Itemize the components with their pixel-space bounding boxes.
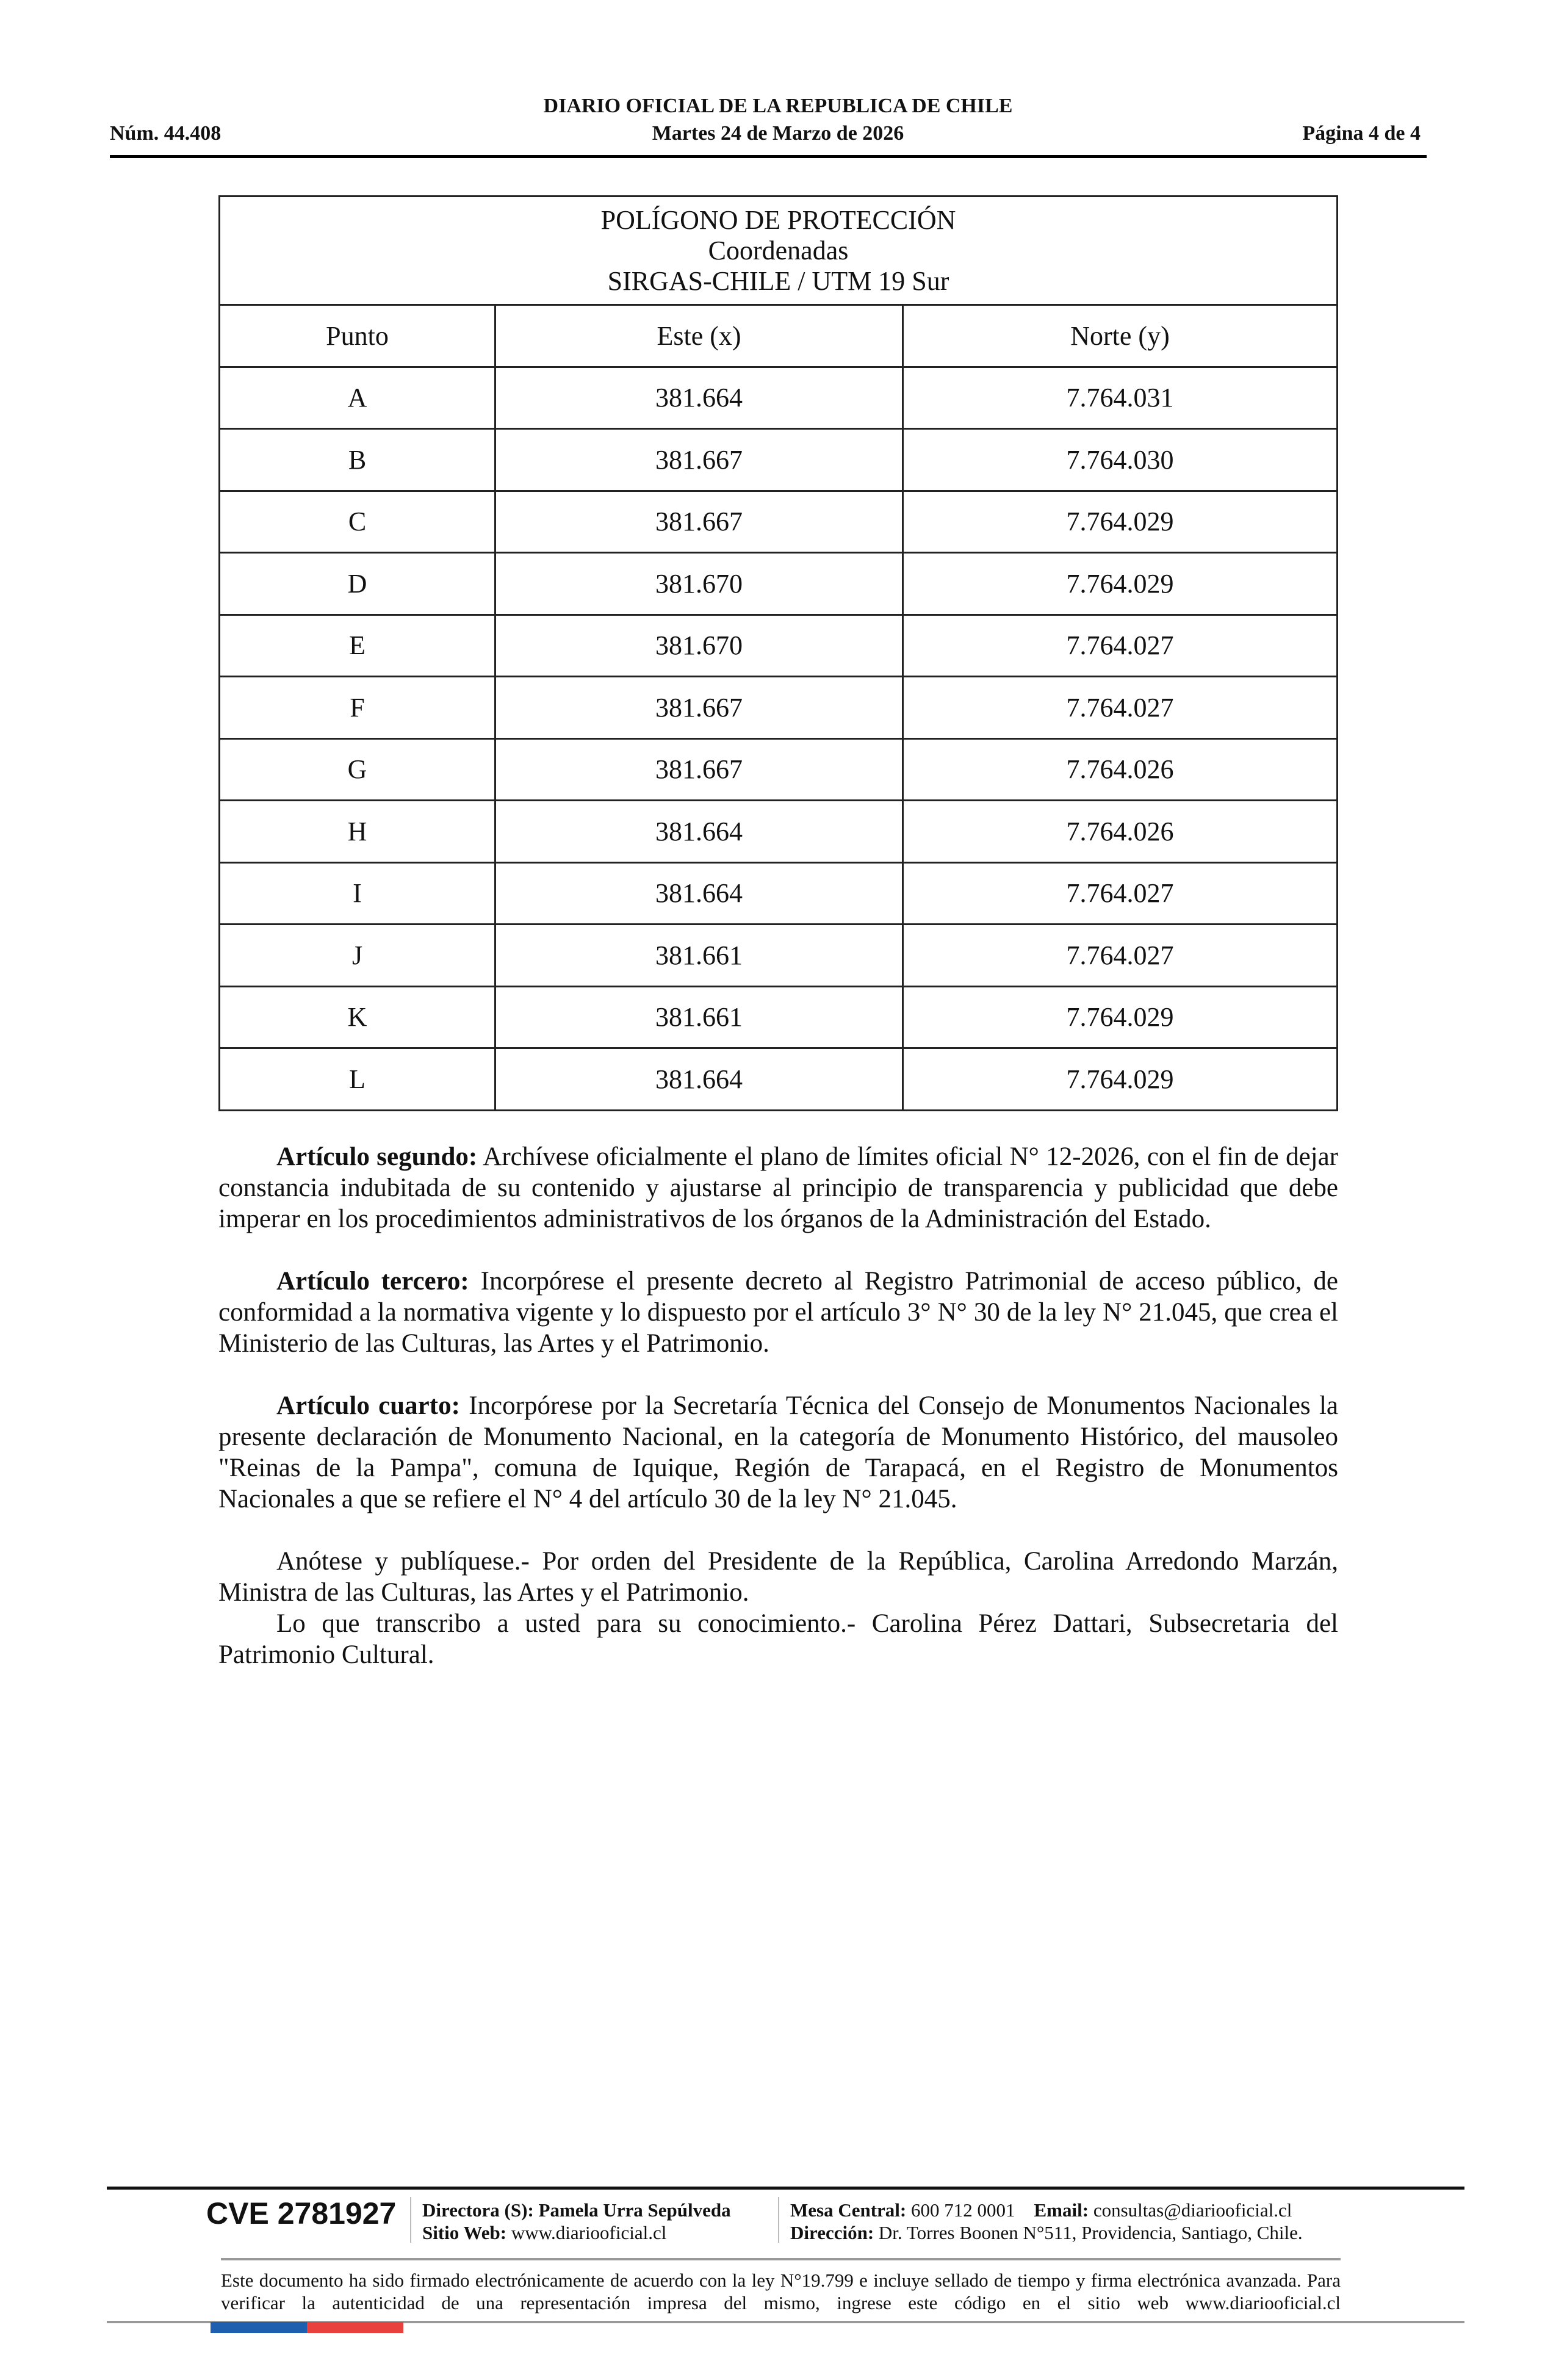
cve-code: CVE 2781927 [206, 2196, 397, 2230]
column-header: Norte (y) [902, 304, 1338, 368]
column-header: Punto [218, 304, 496, 368]
table-caption: POLÍGONO DE PROTECCIÓN Coordenadas SIRGA… [218, 195, 1338, 306]
east-cell: 381.670 [494, 613, 904, 677]
table-row: G 381.667 7.764.026 [218, 737, 1338, 801]
north-cell: 7.764.027 [902, 861, 1338, 925]
article-text: Incorpórese por la Secretaría Técnica de… [218, 1391, 1338, 1513]
point-cell: F [218, 676, 496, 740]
flag-stripe-red [307, 2322, 403, 2333]
caption-line: Coordenadas [708, 235, 849, 265]
email-label: Email: [1034, 2199, 1089, 2221]
footer-divider [221, 2258, 1341, 2260]
point-cell: G [218, 737, 496, 801]
coordinates-table: POLÍGONO DE PROTECCIÓN Coordenadas SIRGA… [218, 195, 1338, 1111]
point-cell: D [218, 552, 496, 616]
north-cell: 7.764.029 [902, 489, 1338, 554]
point-cell: J [218, 923, 496, 987]
north-cell: 7.764.026 [902, 799, 1338, 864]
east-cell: 381.667 [494, 737, 904, 801]
table-row: C 381.667 7.764.029 [218, 489, 1338, 554]
phone-label: Mesa Central: [790, 2199, 907, 2221]
north-cell: 7.764.027 [902, 613, 1338, 677]
east-cell: 381.667 [494, 428, 904, 492]
east-cell: 381.664 [494, 861, 904, 925]
page-number: Página 4 de 4 [1302, 122, 1421, 145]
east-cell: 381.667 [494, 676, 904, 740]
article-text: Incorpórese el presente decreto al Regis… [218, 1267, 1338, 1358]
phone-number: 600 712 0001 [911, 2199, 1015, 2221]
north-cell: 7.764.026 [902, 737, 1338, 801]
article-label: Artículo cuarto: [276, 1391, 460, 1420]
point-cell: E [218, 613, 496, 677]
north-cell: 7.764.030 [902, 428, 1338, 492]
article-label: Artículo tercero: [276, 1267, 469, 1296]
footer-separator [410, 2197, 411, 2243]
signature-disclaimer: Este documento ha sido firmado electróni… [221, 2270, 1341, 2313]
north-cell: 7.764.027 [902, 676, 1338, 740]
point-cell: H [218, 799, 496, 864]
document-body: Artículo segundo: Archívese oficialmente… [218, 1141, 1338, 1670]
table-row: J 381.661 7.764.027 [218, 923, 1338, 987]
north-cell: 7.764.029 [902, 552, 1338, 616]
point-cell: L [218, 1047, 496, 1111]
email-link[interactable]: consultas@diariooficial.cl [1093, 2199, 1292, 2221]
caption-line: SIRGAS-CHILE / UTM 19 Sur [607, 265, 949, 296]
address-label: Dirección: [790, 2222, 874, 2243]
east-cell: 381.670 [494, 552, 904, 616]
table-row: E 381.670 7.764.027 [218, 613, 1338, 677]
newspaper-title: DIARIO OFICIAL DE LA REPUBLICA DE CHILE [543, 95, 1013, 117]
point-cell: I [218, 861, 496, 925]
table-row: I 381.664 7.764.027 [218, 861, 1338, 925]
director-name: Pamela Urra Sepúlveda [538, 2199, 731, 2221]
east-cell: 381.661 [494, 923, 904, 987]
paragraph-transcribo: Lo que transcribo a usted para su conoci… [218, 1609, 1338, 1669]
table-row: A 381.664 7.764.031 [218, 366, 1338, 430]
director-label: Directora (S): [422, 2199, 534, 2221]
east-cell: 381.664 [494, 366, 904, 430]
north-cell: 7.764.029 [902, 985, 1338, 1049]
article-text: Archívese oficialmente el plano de límit… [218, 1142, 1339, 1233]
flag-stripe-blue [211, 2322, 307, 2333]
point-cell: B [218, 428, 496, 492]
east-cell: 381.664 [494, 799, 904, 864]
point-cell: C [218, 489, 496, 554]
table-row: D 381.670 7.764.029 [218, 552, 1338, 616]
footer-contact-2: Mesa Central: 600 712 0001 Email: consul… [790, 2199, 1303, 2244]
table-row: K 381.661 7.764.029 [218, 985, 1338, 1049]
east-cell: 381.664 [494, 1047, 904, 1111]
caption-line: POLÍGONO DE PROTECCIÓN [600, 204, 956, 235]
web-label: Sitio Web: [422, 2222, 507, 2243]
table-row: H 381.664 7.764.026 [218, 799, 1338, 864]
point-cell: A [218, 366, 496, 430]
east-cell: 381.661 [494, 985, 904, 1049]
footer-divider [107, 2321, 1464, 2323]
address: Dr. Torres Boonen N°511, Providencia, Sa… [878, 2222, 1303, 2243]
website-link[interactable]: www.diariooficial.cl [511, 2222, 667, 2243]
footer-separator [778, 2197, 779, 2243]
point-cell: K [218, 985, 496, 1049]
paragraph-articulo-segundo: Artículo segundo: Archívese oficialmente… [218, 1141, 1338, 1235]
issue-date: Martes 24 de Marzo de 2026 [652, 122, 904, 145]
table-row: B 381.667 7.764.030 [218, 428, 1338, 492]
north-cell: 7.764.031 [902, 366, 1338, 430]
article-label: Artículo segundo: [276, 1142, 478, 1171]
footer-divider [107, 2187, 1464, 2190]
table-row: F 381.667 7.764.027 [218, 676, 1338, 740]
north-cell: 7.764.027 [902, 923, 1338, 987]
paragraph-anotese: Anótese y publíquese.- Por orden del Pre… [218, 1547, 1338, 1607]
north-cell: 7.764.029 [902, 1047, 1338, 1111]
table-header-row: Punto Este (x) Norte (y) [218, 304, 1338, 368]
paragraph-articulo-tercero: Artículo tercero: Incorpórese el present… [218, 1266, 1338, 1359]
header-divider [110, 155, 1427, 158]
east-cell: 381.667 [494, 489, 904, 554]
footer-contact-1: Directora (S): Pamela Urra Sepúlveda Sit… [422, 2199, 731, 2244]
issue-number: Núm. 44.408 [110, 122, 222, 145]
table-row: L 381.664 7.764.029 [218, 1047, 1338, 1111]
column-header: Este (x) [494, 304, 904, 368]
paragraph-articulo-cuarto: Artículo cuarto: Incorpórese por la Secr… [218, 1390, 1338, 1515]
